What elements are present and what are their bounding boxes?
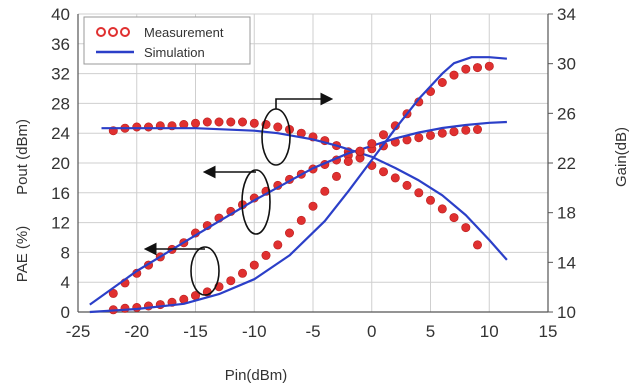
measurement-point-pae xyxy=(132,302,142,312)
measurement-point-pae xyxy=(308,201,318,211)
x-tick-label: -10 xyxy=(242,322,267,341)
pae-annotation-ellipse xyxy=(190,246,220,296)
simulation-line-pout xyxy=(89,120,507,306)
y-axis-title-left-pae: PAE (%) xyxy=(14,226,31,282)
legend-measurement-marker xyxy=(120,27,130,37)
y-left-tick-label: 12 xyxy=(51,214,70,233)
measurement-point-gain xyxy=(425,195,435,205)
measurement-point-pout xyxy=(108,288,118,298)
measurement-point-pae xyxy=(343,157,353,167)
x-tick-label: -25 xyxy=(66,322,91,341)
x-axis-title: Pin(dBm) xyxy=(225,367,288,384)
measurement-point-pae xyxy=(378,130,388,140)
y-right-tick-label: 26 xyxy=(557,104,576,123)
y-right-tick-label: 22 xyxy=(557,154,576,173)
y-right-tick-label: 14 xyxy=(557,253,576,272)
measurement-point-gain xyxy=(437,204,447,214)
legend-measurement-marker xyxy=(96,27,106,37)
measurement-point-pae xyxy=(331,171,341,181)
measurement-point-pae xyxy=(355,146,365,156)
pout-annotation-ellipse xyxy=(241,169,271,235)
measurement-point-pae xyxy=(367,139,377,149)
y-left-tick-label: 40 xyxy=(51,5,70,24)
measurement-point-pae xyxy=(472,63,482,73)
y-axis-title-left-pout: Pout (dBm) xyxy=(14,119,31,195)
measurement-point-gain xyxy=(132,122,142,132)
legend-measurement-marker xyxy=(108,27,118,37)
measurement-point-gain xyxy=(390,173,400,183)
measurement-point-pout xyxy=(472,125,482,135)
measurement-point-pout xyxy=(449,127,459,137)
y-left-tick-label: 4 xyxy=(61,273,70,292)
measurement-point-gain xyxy=(144,122,154,132)
measurement-point-pae xyxy=(449,70,459,80)
legend-box xyxy=(83,16,251,65)
measurement-point-pout xyxy=(425,130,435,140)
measurement-point-pae xyxy=(238,268,248,278)
measurement-point-gain xyxy=(214,117,224,127)
x-tick-label: 15 xyxy=(539,322,558,341)
x-tick-label: 10 xyxy=(480,322,499,341)
y-left-tick-label: 36 xyxy=(51,35,70,54)
y-left-tick-label: 20 xyxy=(51,154,70,173)
y-left-tick-label: 24 xyxy=(51,124,70,143)
measurement-point-gain xyxy=(402,180,412,190)
measurement-point-pae xyxy=(273,240,283,250)
y-right-tick-label: 34 xyxy=(557,5,576,24)
measurement-point-pout xyxy=(437,128,447,138)
measurement-point-gain xyxy=(226,117,236,127)
y-right-tick-label: 10 xyxy=(557,303,576,322)
measurement-point-gain xyxy=(191,118,201,128)
measurement-point-gain xyxy=(273,122,283,132)
x-tick-label: 5 xyxy=(426,322,435,341)
measurement-point-gain xyxy=(414,188,424,198)
axes: -25 -20 -15 -10 -5 0 5 10 1504812162024283236401… xyxy=(51,5,576,341)
measurement-point-gain xyxy=(449,213,459,223)
measurement-point-pout xyxy=(461,125,471,135)
gain-annotation-ellipse xyxy=(261,108,291,166)
measurement-point-pae xyxy=(320,186,330,196)
measurement-point-pae xyxy=(461,64,471,74)
y-left-tick-label: 16 xyxy=(51,184,70,203)
measurement-point-gain xyxy=(202,117,212,127)
legend-label-measurement: Measurement xyxy=(144,25,224,40)
measurement-point-pae xyxy=(226,276,236,286)
y-axis-title-right-gain: Gain(dB) xyxy=(613,127,630,187)
simulation-line-pae xyxy=(89,56,507,314)
x-tick-label: -20 xyxy=(124,322,149,341)
measurement-point-pae xyxy=(249,260,259,270)
measurement-point-pae xyxy=(484,61,494,71)
y-left-tick-label: 8 xyxy=(61,243,70,262)
x-tick-label: 0 xyxy=(367,322,376,341)
measurement-point-gain xyxy=(461,223,471,233)
legend: Measurement Simulation xyxy=(83,16,251,65)
y-left-tick-label: 0 xyxy=(61,303,70,322)
measurement-point-pout xyxy=(414,133,424,143)
y-left-tick-label: 32 xyxy=(51,65,70,84)
measurement-point-pae xyxy=(261,250,271,260)
measurement-point-pae xyxy=(120,303,130,313)
measurement-point-gain xyxy=(249,118,259,128)
measurement-point-pae xyxy=(296,215,306,225)
y-right-tick-label: 18 xyxy=(557,204,576,223)
measurement-point-gain xyxy=(238,117,248,127)
y-left-tick-label: 28 xyxy=(51,94,70,113)
measurement-point-gain xyxy=(472,240,482,250)
measurement-point-pae xyxy=(284,228,294,238)
measurement-point-pae xyxy=(437,78,447,88)
annotations xyxy=(143,92,334,296)
gain-annotation-arrow xyxy=(275,92,334,109)
y-right-tick-label: 30 xyxy=(557,55,576,74)
legend-label-simulation: Simulation xyxy=(144,45,205,60)
measurement-point-gain xyxy=(378,167,388,177)
series-layer xyxy=(89,56,508,315)
x-tick-label: -5 xyxy=(305,322,320,341)
x-tick-label: -15 xyxy=(183,322,208,341)
